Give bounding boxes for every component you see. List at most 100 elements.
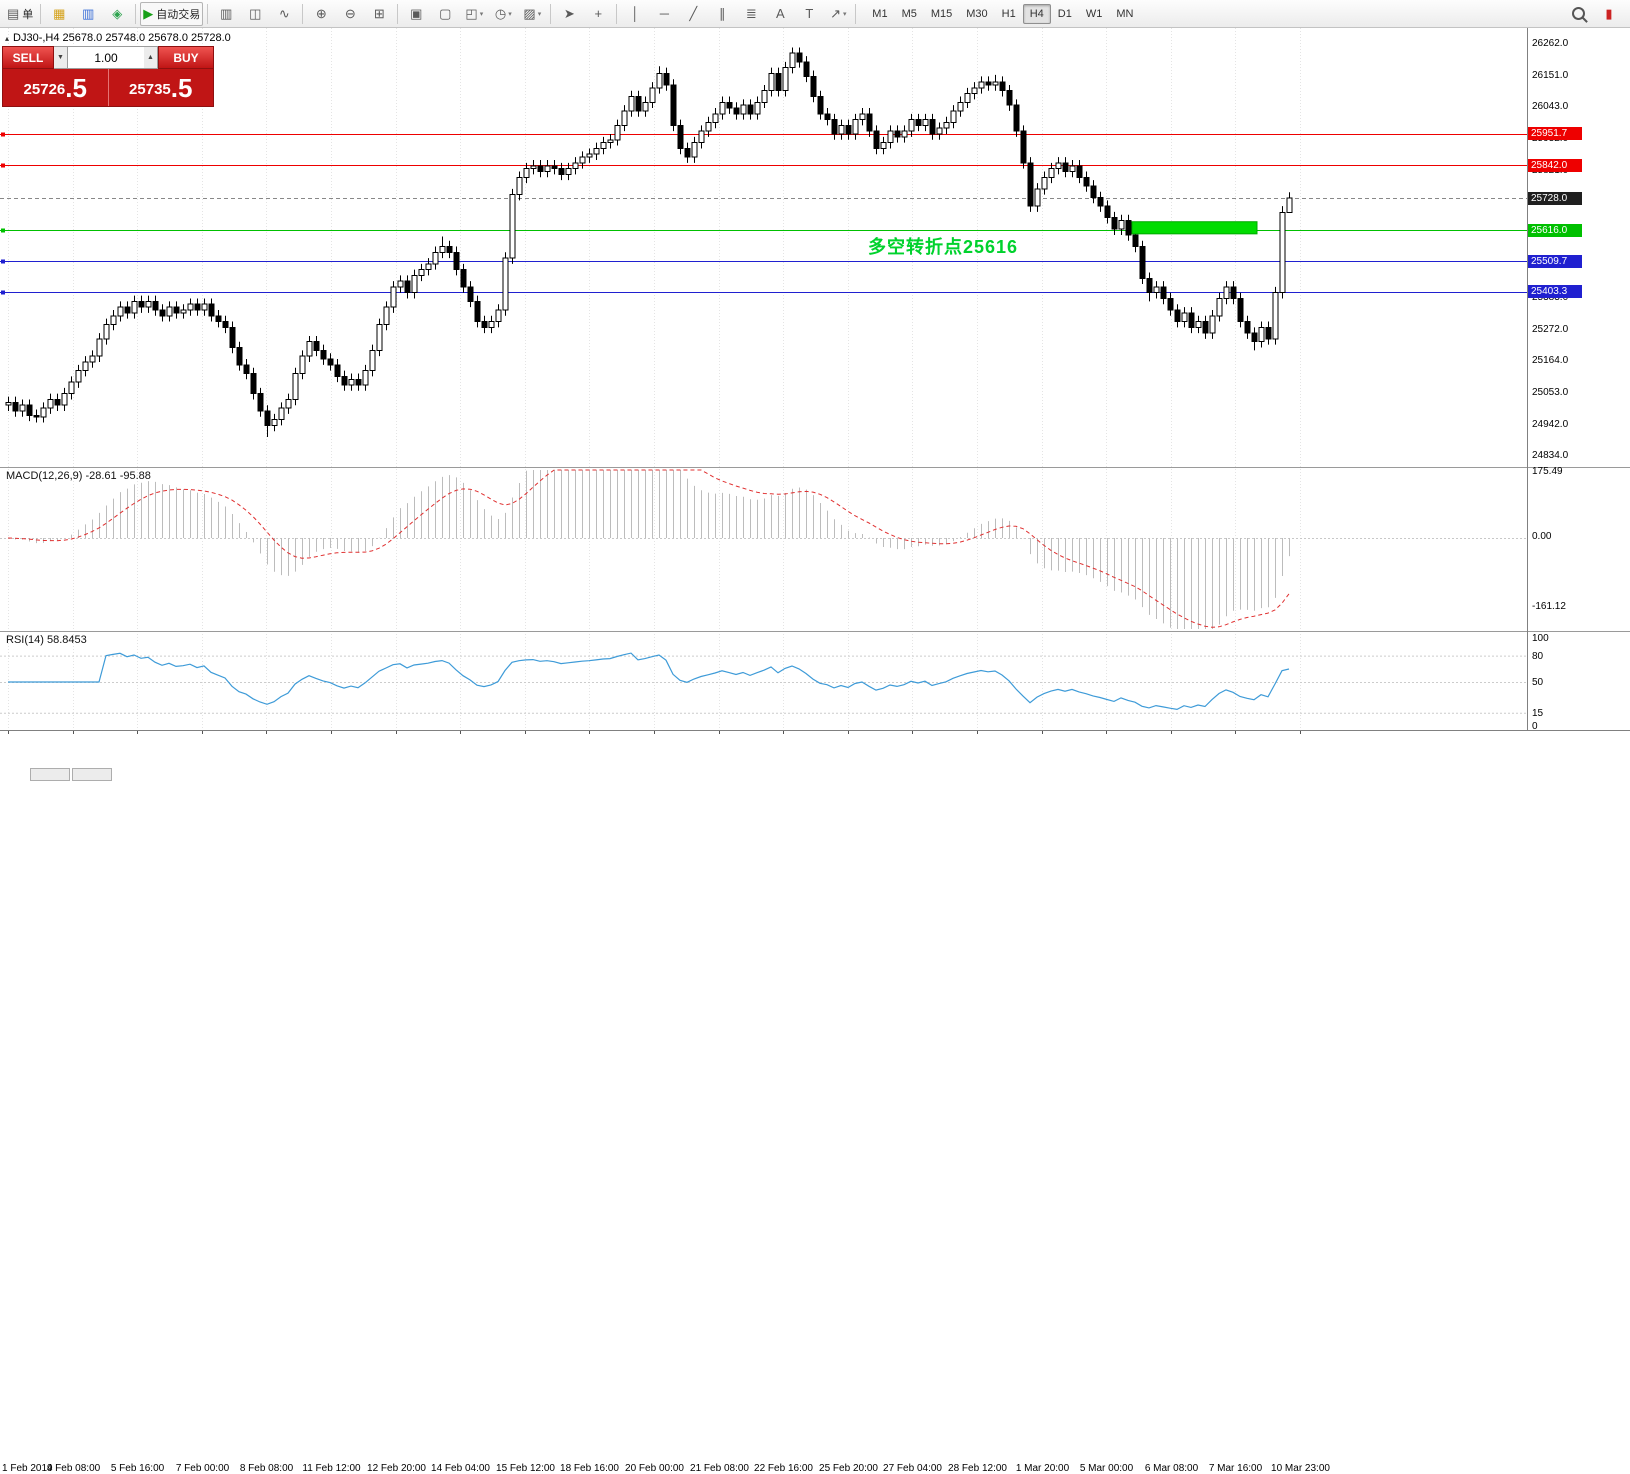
text-button[interactable]: A xyxy=(766,2,794,26)
price-level-handle[interactable] xyxy=(1,132,5,137)
candle-up xyxy=(621,110,628,126)
tile-windows-button[interactable]: ⊞ xyxy=(365,2,393,26)
timeframe-w1-button[interactable]: W1 xyxy=(1085,7,1103,20)
candle-down xyxy=(817,96,824,115)
price-axis-label: 26043.0 xyxy=(1532,101,1569,113)
candle-up xyxy=(901,130,908,138)
pivot-annotation-text[interactable]: 多空转折点25616 xyxy=(868,237,1019,257)
templates-dropdown-icon[interactable]: ▾ xyxy=(537,10,542,18)
time-axis-label: 28 Feb 12:00 xyxy=(948,1463,1007,1474)
one-click-trading-panel: SELL ▼ 1.00 ▲ BUY 25726 .5 25735 .5 xyxy=(2,46,214,107)
new-chart-button[interactable]: ◰ ▾ xyxy=(460,2,488,26)
candle-up xyxy=(110,315,117,325)
candle-up xyxy=(922,119,929,126)
candle-down xyxy=(1125,220,1132,236)
trendline-button[interactable]: ╱ xyxy=(679,2,707,26)
autotrading-button[interactable]: ▶ 自动交易 xyxy=(140,1,204,26)
templates-button[interactable]: ▨ ▾ xyxy=(518,2,546,26)
bar-chart-button[interactable]: ▥ xyxy=(212,2,240,26)
timeframe-h4-button[interactable]: H4 xyxy=(1022,3,1051,24)
price-axis-label: 24942.0 xyxy=(1532,418,1569,430)
minimized-chart-tab[interactable] xyxy=(30,768,70,781)
minimized-chart-tab[interactable] xyxy=(72,768,112,781)
vertical-line-button[interactable]: │ xyxy=(621,2,649,26)
price-level-handle[interactable] xyxy=(1,228,5,233)
sell-button[interactable]: SELL xyxy=(2,46,54,69)
volume-up-button[interactable]: ▲ xyxy=(144,46,158,69)
candle-up xyxy=(754,101,761,115)
candle-down xyxy=(460,269,467,288)
toolbar: ▤ 单 ▦ ▥ ◈ ▶ 自动交易 ▥ ◫ ∿ ⊕ ⊖ ⊞ ▣ ▢ ◰ ▾ ◷ ▾ ▨ ▾ ➤ + │ ─ ╱ ∥ ≣ A T ↗ ▾ M1 M5… xyxy=(0,0,1630,28)
timeframe-m5-button[interactable]: M5 xyxy=(901,7,917,20)
buy-button[interactable]: BUY xyxy=(158,46,214,69)
zoom-in-button[interactable]: ⊕ xyxy=(307,2,335,26)
timeframe-h1-button[interactable]: H1 xyxy=(1001,7,1016,20)
profiles-dropdown-icon[interactable]: ▾ xyxy=(508,10,512,18)
horizontal-line-button[interactable]: ─ xyxy=(650,2,678,26)
timeframe-m1-button[interactable]: M1 xyxy=(872,7,888,20)
candle-up xyxy=(782,67,789,92)
candle-down xyxy=(481,321,488,328)
price-level-badge: 25403.3 xyxy=(1528,285,1582,299)
timeframe-d1-button[interactable]: D1 xyxy=(1057,7,1072,20)
search-button[interactable] xyxy=(1564,2,1592,26)
data-window-button[interactable]: ▥ xyxy=(74,2,102,26)
time-axis-label: 20 Feb 00:00 xyxy=(625,1463,684,1474)
sell-dropdown-button[interactable]: ▼ xyxy=(54,46,68,69)
price-level-handle[interactable] xyxy=(1,259,5,264)
new-chart-dropdown-icon[interactable]: ▾ xyxy=(479,10,484,18)
candle-down xyxy=(663,72,670,86)
time-axis-label: 5 Mar 00:00 xyxy=(1079,1463,1134,1474)
buy-price[interactable]: 25735 .5 xyxy=(109,69,214,106)
timeframe-m15-button[interactable]: M15 xyxy=(930,7,953,20)
candle-up xyxy=(565,168,572,175)
candle-down xyxy=(54,398,61,406)
volume-input[interactable]: 1.00 xyxy=(68,46,144,69)
arrange-button[interactable]: ▣ xyxy=(402,2,430,26)
chart-canvas[interactable] xyxy=(0,0,1630,783)
candle-down xyxy=(1083,176,1090,187)
time-axis[interactable]: 1 Feb 2019 4 Feb 08:00 5 Feb 16:00 7 Feb 00… xyxy=(0,730,1630,1474)
pivot-highlight-box[interactable] xyxy=(1131,221,1258,235)
profiles-button[interactable]: ◷ ▾ xyxy=(489,2,517,26)
profiles-icon: ◷ xyxy=(494,5,507,21)
candlestick-chart-button[interactable]: ◫ xyxy=(241,2,269,26)
candle-down xyxy=(12,401,19,412)
text-label-button[interactable]: T xyxy=(795,2,823,26)
line-chart-button[interactable]: ∿ xyxy=(270,2,298,26)
candle-up xyxy=(1272,292,1279,340)
candle-up xyxy=(306,341,313,357)
candle-down xyxy=(775,72,782,92)
cursor-icon: ➤ xyxy=(563,5,575,21)
timeframe-m30-button[interactable]: M30 xyxy=(966,7,988,20)
price-level-handle[interactable] xyxy=(1,290,5,295)
candle-up xyxy=(75,370,82,383)
candle-down xyxy=(894,130,901,138)
news-button[interactable]: ▮ xyxy=(1595,2,1623,26)
cascade-button[interactable]: ▢ xyxy=(431,2,459,26)
cursor-button[interactable]: ➤ xyxy=(555,2,583,26)
candle-up xyxy=(971,87,978,95)
crosshair-button[interactable]: + xyxy=(584,2,612,26)
time-axis-label: 18 Feb 16:00 xyxy=(560,1463,619,1474)
sell-price[interactable]: 25726 .5 xyxy=(3,69,108,106)
zoom-out-button[interactable]: ⊖ xyxy=(336,2,364,26)
channel-button[interactable]: ∥ xyxy=(708,2,736,26)
new-chart-icon: ◰ xyxy=(465,5,478,21)
price-level-handle[interactable] xyxy=(1,163,5,168)
candle-up xyxy=(887,130,894,144)
candle-up xyxy=(1181,312,1188,323)
arrows-button[interactable]: ↗ ▾ xyxy=(824,2,852,26)
candle-up xyxy=(439,246,446,253)
candle-up xyxy=(586,153,593,158)
navigator-button[interactable]: ◈ xyxy=(103,2,131,26)
market-watch-button[interactable]: ▦ xyxy=(45,2,73,26)
arrows-dropdown-icon[interactable]: ▾ xyxy=(842,10,847,18)
candle-down xyxy=(1160,286,1167,299)
candle-up xyxy=(96,338,103,357)
timeframe-mn-button[interactable]: MN xyxy=(1116,7,1134,20)
new-order-button[interactable]: ▤ 单 xyxy=(4,2,36,26)
candle-up xyxy=(1048,168,1055,178)
fibonacci-button[interactable]: ≣ xyxy=(737,2,765,26)
